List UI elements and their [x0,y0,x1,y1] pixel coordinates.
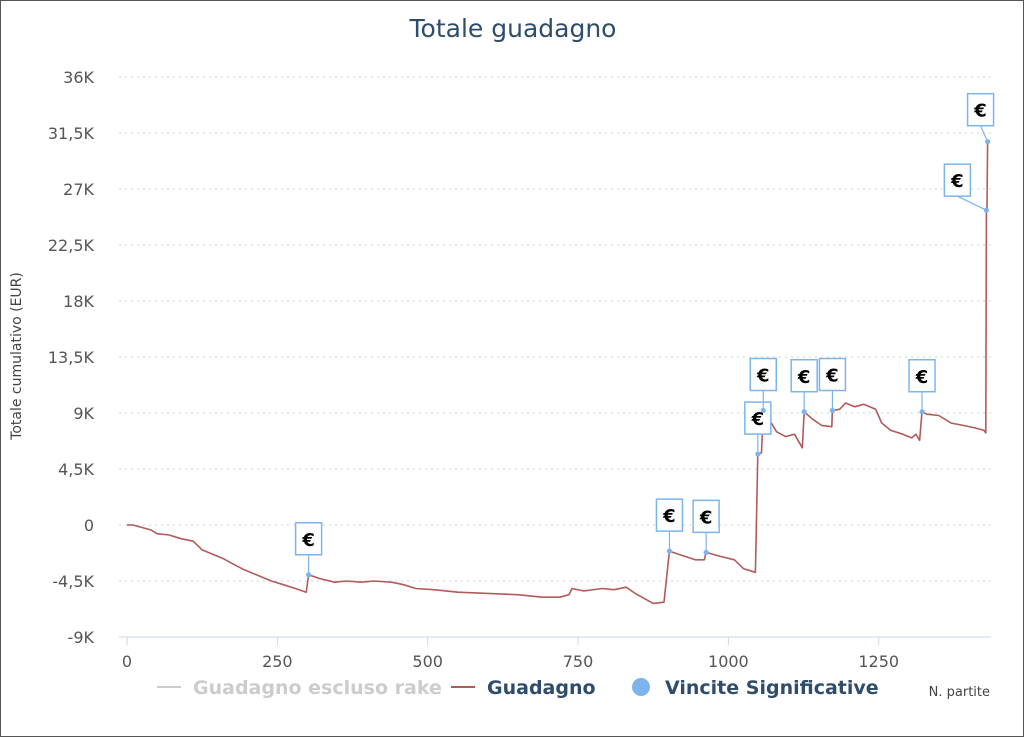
x-tick-label: 1000 [708,652,749,671]
flag-box[interactable] [790,359,818,393]
win-marker[interactable]: € [744,401,772,457]
marker-point[interactable] [829,407,836,414]
y-tick-label: 31,5K [48,124,95,143]
grid-layer [119,76,991,638]
win-marker[interactable]: € [818,357,847,414]
y-tick-label: -9K [68,628,95,647]
y-tick-label: 13,5K [48,348,95,367]
x-tick-label: 250 [262,652,293,671]
marker-point[interactable] [983,207,989,213]
flag-box[interactable] [294,522,323,556]
win-marker[interactable]: € [943,163,989,213]
legend-item[interactable]: Guadagno [451,677,596,699]
flag-box[interactable] [818,357,847,392]
win-marker[interactable]: € [692,499,720,555]
flag-label: € [751,409,765,430]
win-marker[interactable]: € [749,357,778,414]
legend-label: Guadagno [487,677,596,699]
marker-point[interactable] [801,409,807,415]
series-line-guadagno [127,141,989,605]
legend-label: Guadagno escluso rake [193,677,442,699]
flag-box[interactable] [908,359,936,393]
flag-label: € [301,530,315,551]
marker-point[interactable] [755,451,761,457]
y-tick-label: 4,5K [58,460,94,479]
marker-point[interactable] [306,572,312,578]
marker-point[interactable] [919,409,925,415]
x-tick-label: 0 [122,652,132,671]
y-tick-label: -4,5K [52,572,94,591]
y-tick-label: 0 [84,516,94,535]
y-axis-title: Totale cumulativo (EUR) [9,272,25,441]
x-tick-label: 500 [412,652,443,671]
legend-item[interactable]: Guadagno escluso rake [157,677,442,699]
legend-item[interactable]: Vincite Significative [632,677,879,699]
win-marker[interactable]: € [294,522,323,578]
marker-point[interactable] [984,139,991,145]
legend-label: Vincite Significative [665,677,879,699]
marker-point[interactable] [666,548,673,554]
win-marker[interactable]: € [790,359,818,415]
axis-layer: -9K -4,5K 0 4,5K 9K 13,5K 18K 22,5K 27K 31,5K 36K 0… [48,68,991,671]
flag-label: € [973,101,987,122]
marker-point[interactable] [760,407,766,414]
flag-box[interactable] [749,357,778,392]
flag-box[interactable] [966,92,995,127]
y-tick-label: 27K [63,180,94,199]
flag-box[interactable] [692,499,720,534]
flag-box[interactable] [744,401,772,435]
flag-label: € [797,367,811,388]
y-tick-label: 18K [63,292,94,311]
marker-point[interactable] [703,549,709,555]
y-tick-label: 9K [73,404,94,423]
x-tick-label: 750 [563,652,594,671]
flag-label: € [950,171,964,192]
legend[interactable]: Guadagno escluso rake Guadagno Vincite Sig… [157,677,879,699]
win-marker[interactable]: € [655,498,684,554]
flag-box[interactable] [943,163,972,197]
series-layer [127,141,989,605]
win-marker[interactable]: € [966,92,995,145]
chart-title: Totale guadagno [409,14,617,43]
flag-label: € [915,367,929,388]
x-axis-title: N. partite [929,685,990,700]
flag-label: € [662,506,676,527]
marker-layer[interactable]: € € € € € € € € € € [294,92,995,578]
flag-box[interactable] [655,498,684,532]
flag-label: € [699,507,713,528]
flag-label: € [756,366,770,387]
x-tick-label: 1250 [858,652,899,671]
y-tick-label: 22,5K [48,236,95,255]
flag-label: € [825,366,839,387]
y-tick-label: 36K [63,68,94,87]
legend-circle-symbol [632,678,650,696]
flag-connector [980,125,989,142]
flag-connector [957,195,987,211]
win-marker[interactable]: € [908,359,936,415]
